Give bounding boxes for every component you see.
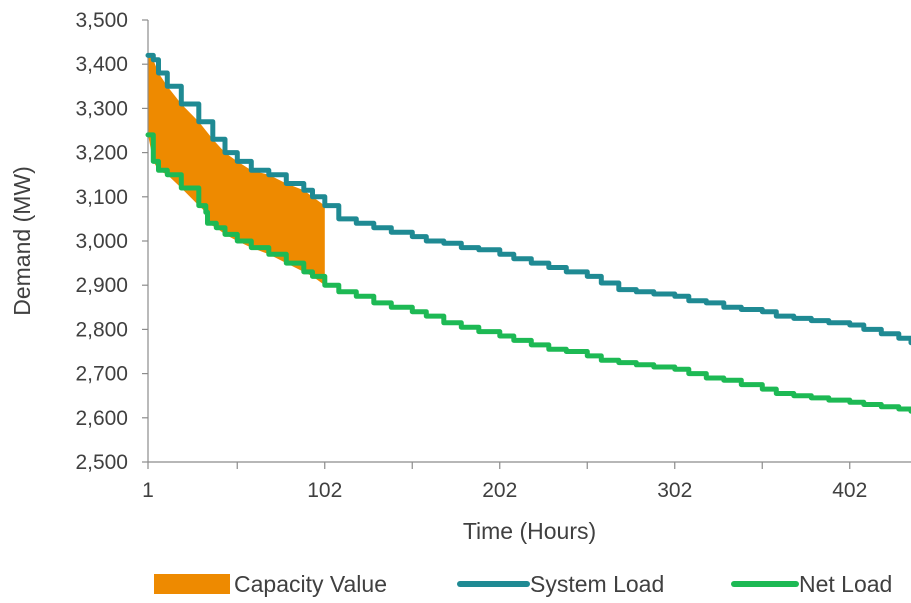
y-tick-label: 2,900 xyxy=(75,274,128,297)
legend-label-net-load: Net Load xyxy=(799,571,892,597)
y-tick-label: 3,100 xyxy=(75,186,128,209)
x-tick-label: 302 xyxy=(657,479,692,502)
series-lines xyxy=(145,52,911,414)
y-tick-label: 3,500 xyxy=(75,9,128,32)
x-tick-label: 202 xyxy=(482,479,517,502)
legend: Capacity Value System Load Net Load xyxy=(154,571,892,597)
y-tick-label: 2,600 xyxy=(75,407,128,430)
legend-label-capacity-value: Capacity Value xyxy=(234,571,387,597)
y-tick-label: 2,800 xyxy=(75,318,128,341)
y-tick-label: 3,000 xyxy=(75,230,128,253)
axes xyxy=(142,19,911,469)
y-tick-label: 3,300 xyxy=(75,97,128,120)
y-tick-labels: 2,500 2,600 2,700 2,800 2,900 3,000 3,100 3,200… xyxy=(75,9,128,474)
legend-swatch-capacity-value xyxy=(154,574,230,594)
y-axis-title: Demand (MW) xyxy=(9,166,35,316)
series-line-net-load xyxy=(145,132,911,414)
y-tick-label: 2,700 xyxy=(75,363,128,386)
y-tick-label: 3,400 xyxy=(75,53,128,76)
capacity-value-area-layer xyxy=(148,55,325,286)
x-tick-labels: 1 102 202 302 402 xyxy=(142,479,867,502)
x-axis-title: Time (Hours) xyxy=(463,518,596,544)
series-line-system-load xyxy=(145,52,911,346)
y-tick-label: 3,200 xyxy=(75,142,128,165)
x-tick-label: 102 xyxy=(307,479,342,502)
x-tick-label: 402 xyxy=(832,479,867,502)
y-tick-label: 2,500 xyxy=(75,451,128,474)
capacity-value-area xyxy=(148,55,325,286)
x-tick-label: 1 xyxy=(142,479,154,502)
legend-label-system-load: System Load xyxy=(530,571,664,597)
